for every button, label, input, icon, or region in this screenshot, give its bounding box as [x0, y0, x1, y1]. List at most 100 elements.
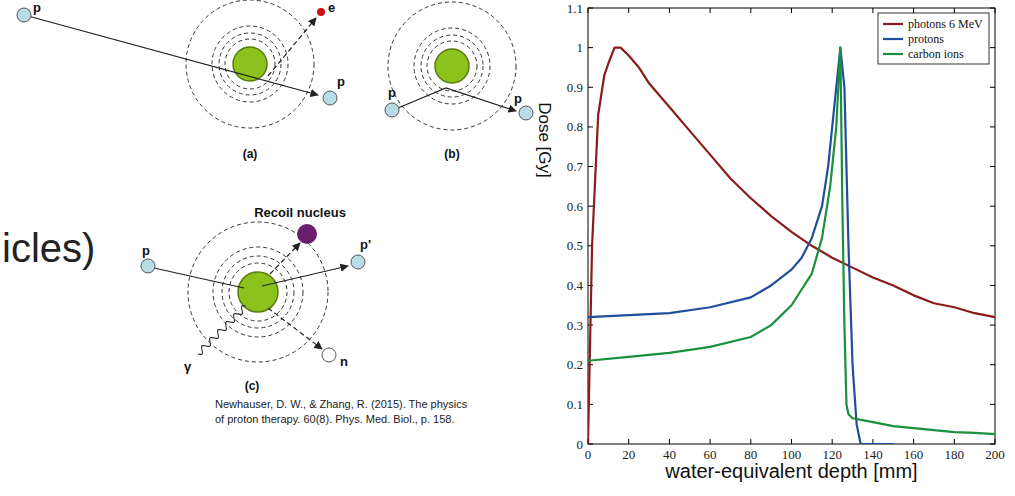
x-tick-label: 20 — [622, 447, 635, 462]
particle-label: n — [340, 354, 348, 369]
nucleus — [435, 49, 469, 83]
x-tick — [750, 8, 751, 13]
gamma-wave — [198, 306, 246, 355]
y-tick — [990, 404, 995, 405]
y-tick — [588, 126, 593, 127]
legend: photons 6 MeVprotonscarbon ions — [878, 13, 989, 64]
series-line — [588, 48, 893, 444]
electron-shell — [188, 222, 328, 362]
legend-box — [878, 13, 989, 64]
electron-shell — [427, 41, 477, 91]
x-tick — [954, 8, 955, 13]
y-tick-label: 0.4 — [567, 278, 584, 293]
y-tick — [588, 166, 593, 167]
y-tick-label: 0.3 — [567, 318, 583, 333]
y-tick-label: 1.1 — [567, 1, 583, 16]
neutron-track — [268, 308, 322, 349]
y-tick — [990, 245, 995, 246]
y-tick-label: 0.5 — [567, 238, 583, 253]
x-tick — [872, 8, 873, 13]
x-tick — [832, 439, 833, 444]
y-tick — [990, 166, 995, 167]
atom — [188, 222, 328, 362]
page: icles)ppe(a)pp(b)pp'nγRecoil nucleus(c)N… — [0, 0, 1015, 496]
diagram: icles)ppe(a)pp(b)pp'nγRecoil nucleus(c)N… — [2, 0, 533, 425]
x-tick — [669, 8, 670, 13]
y-axis-title: Dose [Gy] — [535, 102, 554, 178]
citation: of proton therapy. 60(8). Phys. Med. Bio… — [215, 413, 454, 425]
x-tick — [913, 439, 914, 444]
x-tick — [669, 439, 670, 444]
y-tick-label: 0.2 — [567, 357, 583, 372]
y-tick-label: 1 — [577, 40, 584, 55]
y-tick — [990, 364, 995, 365]
legend-swatch — [883, 23, 903, 25]
panel-label: (b) — [444, 147, 459, 161]
y-tick — [990, 87, 995, 88]
recoil-nucleus — [297, 224, 317, 244]
x-tick — [710, 439, 711, 444]
electron-shell — [414, 28, 490, 104]
atom — [388, 2, 516, 130]
proton — [141, 259, 155, 273]
series-lines — [588, 48, 995, 444]
proton — [385, 103, 399, 117]
electron-shell — [229, 263, 287, 321]
x-tick — [995, 8, 996, 13]
x-tick-label: 200 — [985, 447, 1005, 462]
y-tick — [588, 87, 593, 88]
y-tick-label: 0.1 — [567, 397, 583, 412]
electron-shell — [213, 247, 303, 337]
x-tick — [995, 439, 996, 444]
legend-label: carbon ions — [908, 47, 964, 61]
particle-label: e — [328, 0, 335, 15]
proton — [519, 106, 533, 120]
electron — [317, 8, 325, 16]
legend-label: photons 6 MeV — [908, 17, 983, 31]
y-tick — [990, 444, 995, 445]
x-tick — [791, 8, 792, 13]
electron-shell — [222, 256, 294, 328]
y-tick-label: 0.6 — [567, 199, 584, 214]
y-tick — [588, 8, 593, 9]
y-tick — [990, 126, 995, 127]
citation: Newhauser, D. W., & Zhang, R. (2015). Th… — [215, 398, 468, 410]
series-line — [588, 48, 995, 434]
plot-frame — [588, 8, 995, 444]
heading-fragment: icles) — [2, 226, 95, 270]
particle-label: Recoil nucleus — [254, 205, 346, 220]
electron-track — [268, 18, 316, 76]
x-tick-label: 0 — [585, 447, 592, 462]
x-tick — [954, 439, 955, 444]
y-tick — [990, 325, 995, 326]
y-tick — [990, 206, 995, 207]
particle-label: p — [514, 91, 522, 106]
neutron — [322, 348, 336, 362]
chart: 02040608010012014016018020000.10.20.30.4… — [535, 1, 1005, 483]
x-tick-label: 180 — [945, 447, 965, 462]
particle-label: p — [142, 243, 150, 258]
y-tick — [990, 8, 995, 9]
recoil-track — [270, 243, 300, 274]
x-tick — [750, 439, 751, 444]
y-tick-label: 0.8 — [567, 119, 583, 134]
particle-label: p — [337, 74, 345, 89]
particle-label: p — [388, 85, 396, 100]
y-tick-label: 0.9 — [567, 80, 583, 95]
y-tick-label: 0 — [577, 437, 584, 452]
particle-label: p' — [360, 237, 371, 252]
series-line — [588, 48, 995, 444]
particle-label: p — [33, 0, 41, 15]
x-axis-title: water-equivalent depth [mm] — [664, 460, 917, 482]
electron-shell — [421, 35, 483, 97]
x-tick — [913, 8, 914, 13]
particle-label: γ — [184, 359, 192, 374]
proton-track — [28, 16, 318, 95]
proton — [17, 8, 31, 22]
y-tick-label: 0.7 — [567, 159, 584, 174]
x-tick — [628, 439, 629, 444]
legend-swatch — [883, 53, 903, 55]
x-tick — [832, 8, 833, 13]
x-tick — [710, 8, 711, 13]
electron-shell — [212, 26, 288, 102]
